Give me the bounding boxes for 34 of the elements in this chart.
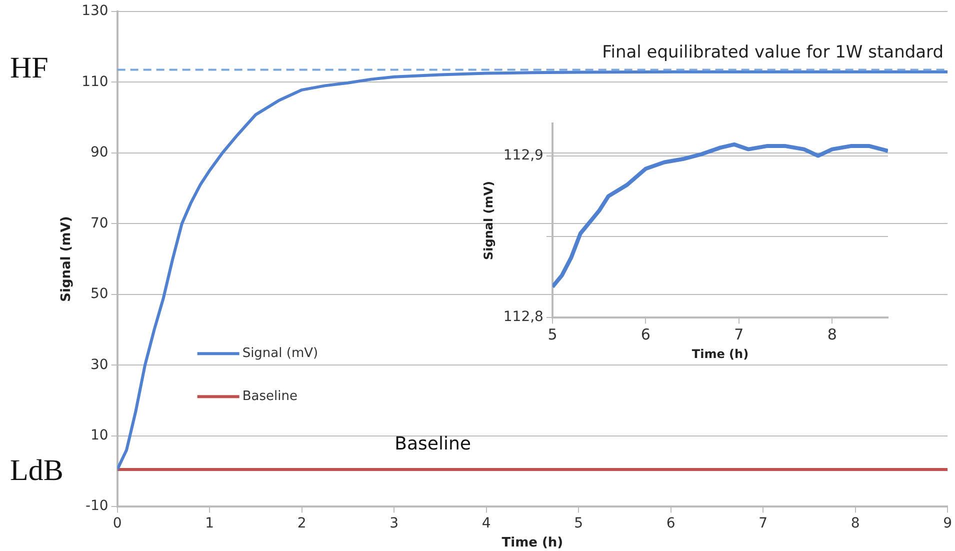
x-tick-label: 9 xyxy=(943,516,952,532)
x-tick-label: 5 xyxy=(574,516,584,532)
annotation: Baseline xyxy=(394,433,471,454)
y-axis-title: Signal (mV) xyxy=(59,216,74,302)
x-tick-label: 1 xyxy=(205,516,214,532)
y-tick-label: 30 xyxy=(90,356,108,373)
x-tick-label: 3 xyxy=(390,516,399,532)
x-tick-label: 4 xyxy=(482,516,491,532)
x-tick-label: 0 xyxy=(112,516,122,532)
x-axis-title: Time (h) xyxy=(692,346,749,361)
x-tick-label: 7 xyxy=(734,325,744,344)
y-axis-title: Signal (mV) xyxy=(481,180,496,260)
y-tick-label: 50 xyxy=(90,286,108,302)
x-tick-label: 8 xyxy=(827,325,837,344)
y-tick-label: 130 xyxy=(82,3,108,20)
y-tick-label: 70 xyxy=(90,215,108,232)
y-tick-label: 112,8 xyxy=(503,309,544,326)
y-tick-label: 110 xyxy=(82,74,108,90)
text: HF xyxy=(10,52,48,85)
x-axis-title: Time (h) xyxy=(502,536,564,551)
text: LdB xyxy=(10,454,64,487)
x-tick-label: 2 xyxy=(297,516,306,532)
x-tick-label: 7 xyxy=(758,516,768,532)
x-tick-label: 6 xyxy=(666,516,676,532)
y-tick-label: 112,9 xyxy=(503,147,544,164)
x-tick-label: 8 xyxy=(850,516,860,532)
ref-line-label: Final equilibrated value for 1W standard xyxy=(602,42,944,63)
legend-label: Signal (mV) xyxy=(242,346,318,361)
y-tick-label: -10 xyxy=(85,498,108,514)
legend-label: Baseline xyxy=(242,388,298,404)
x-tick-label: 6 xyxy=(640,325,650,344)
y-tick-label: 10 xyxy=(90,428,108,444)
y-tick-label: 90 xyxy=(90,144,108,161)
x-tick-label: 5 xyxy=(548,325,558,344)
